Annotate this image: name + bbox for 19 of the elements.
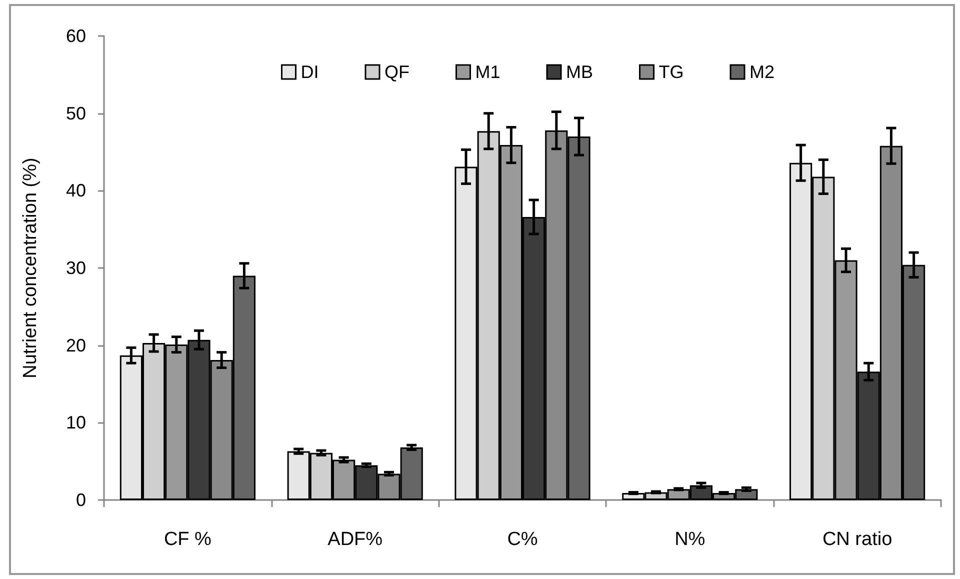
y-tick-label: 30 (66, 258, 86, 278)
legend-label: QF (384, 62, 410, 82)
y-tick-label: 20 (66, 335, 86, 356)
x-tick-label: N% (674, 529, 706, 550)
x-tick-label: ADF% (328, 529, 383, 550)
x-tick-label: CN ratio (822, 529, 892, 550)
legend-label: DI (300, 62, 319, 82)
x-tick-label: CF % (164, 529, 212, 550)
y-tick-label: 50 (66, 103, 86, 124)
x-tick-label: C% (507, 529, 538, 550)
legend-label: MB (566, 62, 593, 82)
y-tick-label: 40 (66, 180, 86, 201)
legend-label: M1 (475, 62, 500, 82)
y-tick-label: 0 (76, 490, 86, 510)
legend-label: TG (658, 62, 684, 82)
y-axis-title: Nutrient concentration (%) (20, 158, 41, 378)
legend-label: M2 (749, 62, 775, 82)
y-tick-label: 60 (66, 26, 86, 46)
y-tick-label: 10 (66, 412, 86, 433)
